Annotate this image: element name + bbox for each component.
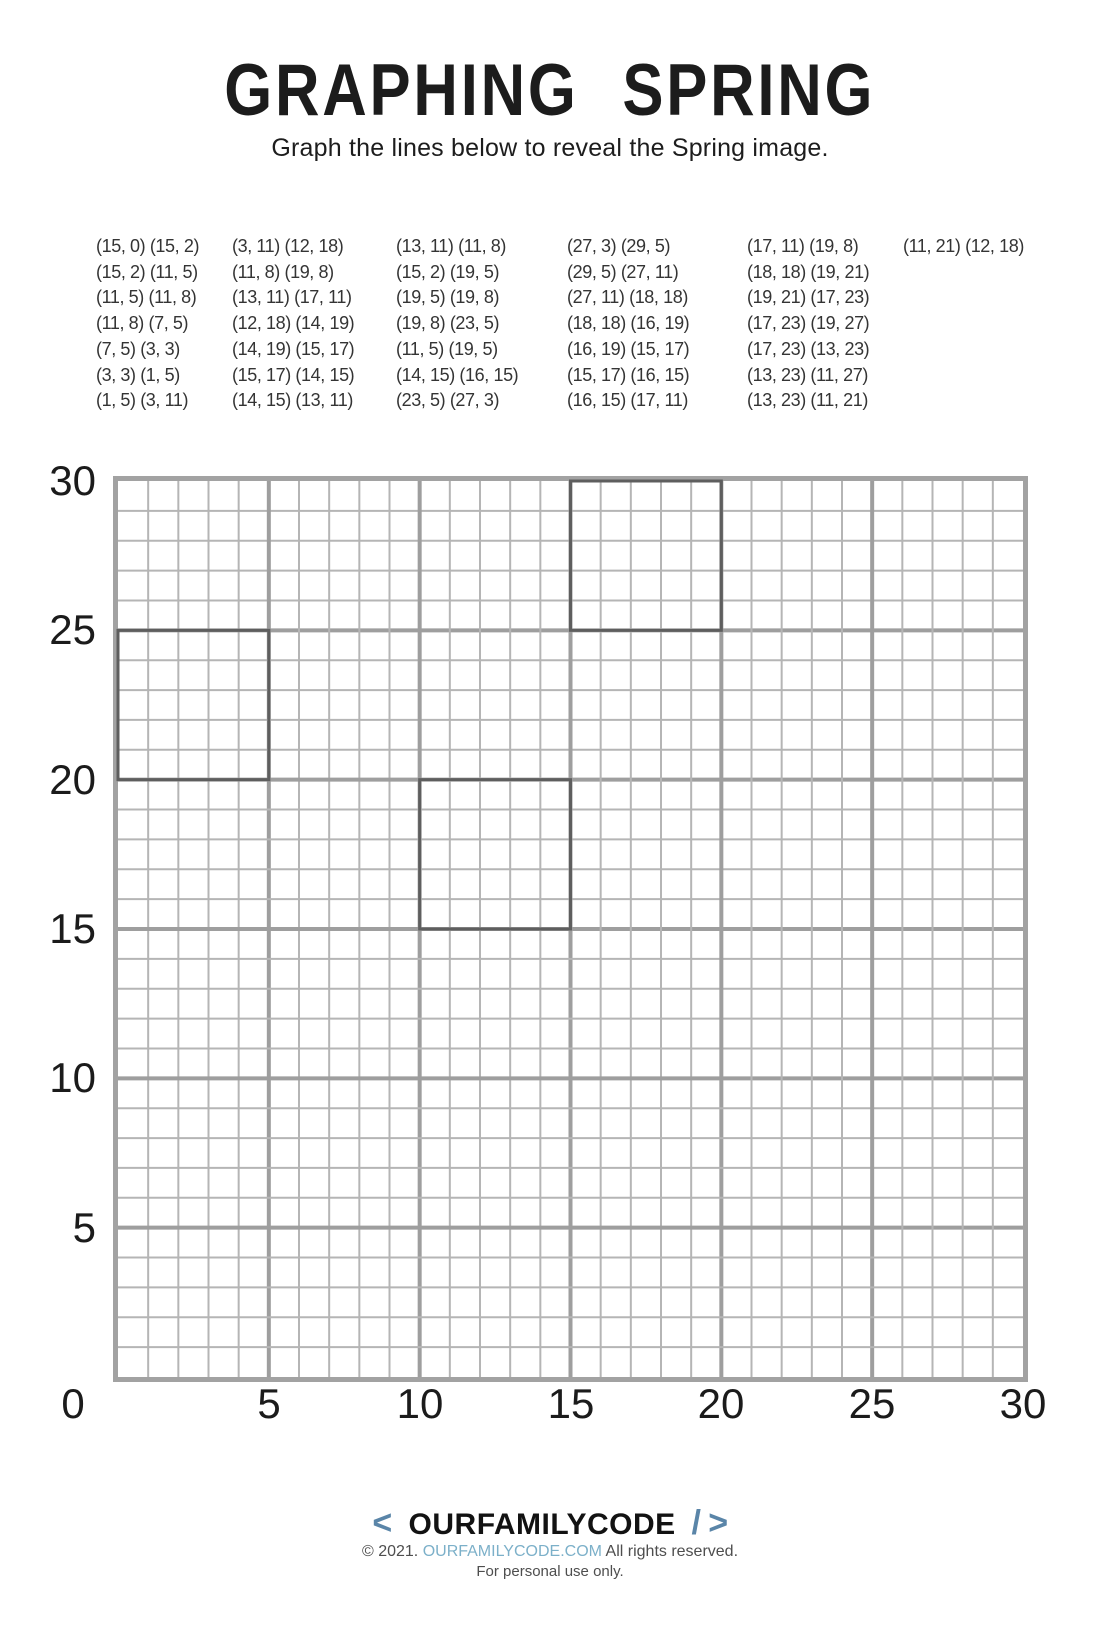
coord-pair-row: (19, 5) (19, 8): [396, 287, 500, 308]
coord-pair-row: (17, 23) (13, 23): [747, 338, 870, 359]
coord-pair-row: (15, 17) (16, 15): [567, 364, 690, 385]
coord-pair-row: (16, 15) (17, 11): [567, 390, 688, 411]
coord-column: (15, 0) (15, 2) (15, 2) (11, 5) (11, 5) (1…: [96, 234, 199, 414]
coord-pair-row: (1, 5) (3, 11): [96, 390, 189, 411]
coord-pair-row: (15, 17) (14, 15): [232, 364, 355, 385]
page-title-text: GRAPHING SPRING: [224, 49, 876, 132]
coord-pair-row: (11, 5) (19, 5): [396, 338, 498, 359]
coord-column: (17, 11) (19, 8) (18, 18) (19, 21) (19, 21…: [747, 234, 870, 414]
coord-pair-row: (18, 18) (19, 21): [747, 261, 870, 282]
copyright-prefix: © 2021.: [361, 1543, 419, 1560]
coord-pair-row: (11, 5) (11, 8): [96, 287, 197, 308]
graph-grid: [113, 476, 1028, 1382]
coord-pair-row: (19, 21) (17, 23): [747, 287, 870, 308]
copyright-text: © 2021. OURFAMILYCODE.COM All rights res…: [0, 1543, 1100, 1561]
coord-pair-row: (27, 3) (29, 5): [567, 236, 671, 256]
coord-column: (13, 11) (11, 8) (15, 2) (19, 5) (19, 5) (…: [396, 234, 519, 414]
coord-pair-row: (13, 23) (11, 27): [747, 364, 868, 385]
page-subtitle: Graph the lines below to reveal the Spri…: [271, 134, 829, 162]
copyright-suffix: All rights reserved.: [605, 1543, 739, 1560]
personal-use-text: For personal use only.: [476, 1563, 624, 1580]
coord-pair-row: (15, 0) (15, 2): [96, 236, 200, 256]
page-title: GRAPHING SPRING: [0, 48, 1100, 132]
coord-column: (11, 21) (12, 18): [903, 234, 1024, 260]
coord-pair-row: (11, 8) (19, 8): [232, 261, 334, 282]
coord-pair-row: (29, 5) (27, 11): [567, 261, 679, 282]
coord-pair-row: (13, 11) (17, 11): [232, 287, 352, 308]
coord-pair-row: (17, 11) (19, 8): [747, 236, 859, 256]
coord-column: (3, 11) (12, 18) (11, 8) (19, 8) (13, 11) …: [232, 234, 355, 414]
coord-pair-row: (11, 8) (7, 5): [96, 313, 189, 334]
footer-logo: < OURFAMILYCODE / >: [0, 1504, 1100, 1543]
footer-logo-text: OURFAMILYCODE: [408, 1508, 676, 1541]
highlight-square: [116, 628, 271, 782]
highlight-square: [418, 778, 572, 931]
coord-pair-row: (14, 15) (13, 11): [232, 390, 353, 411]
coord-pair-row: (13, 23) (11, 21): [747, 390, 868, 411]
coord-pair-row: (18, 18) (16, 19): [567, 313, 690, 334]
copyright-link[interactable]: OURFAMILYCODE.COM: [422, 1543, 602, 1560]
coord-pair-row: (11, 21) (12, 18): [903, 236, 1024, 256]
coord-pair-row: (16, 19) (15, 17): [567, 338, 690, 359]
coord-pair-row: (14, 19) (15, 17): [232, 338, 355, 359]
code-slash-icon: /: [691, 1504, 701, 1542]
coord-pair-row: (12, 18) (14, 19): [232, 313, 355, 334]
grid-svg: [116, 479, 1023, 1377]
code-open-bracket-icon: <: [372, 1504, 392, 1542]
coord-pair-row: (13, 11) (11, 8): [396, 236, 506, 256]
coord-pair-row: (3, 11) (12, 18): [232, 236, 344, 256]
coord-pair-row: (7, 5) (3, 3): [96, 338, 180, 359]
highlight-square: [569, 479, 723, 632]
coord-pair-row: (23, 5) (27, 3): [396, 390, 500, 411]
coord-column: (27, 3) (29, 5) (29, 5) (27, 11) (27, 11) …: [567, 234, 690, 414]
coord-pair-row: (17, 23) (19, 27): [747, 313, 870, 334]
code-close-bracket-icon: >: [708, 1504, 728, 1542]
coord-pair-row: (14, 15) (16, 15): [396, 364, 519, 385]
coord-pair-row: (27, 11) (18, 18): [567, 287, 688, 308]
coord-pair-row: (15, 2) (19, 5): [396, 261, 500, 282]
coord-pair-row: (3, 3) (1, 5): [96, 364, 180, 385]
coord-pair-row: (15, 2) (11, 5): [96, 261, 198, 282]
coord-pair-row: (19, 8) (23, 5): [396, 313, 500, 334]
